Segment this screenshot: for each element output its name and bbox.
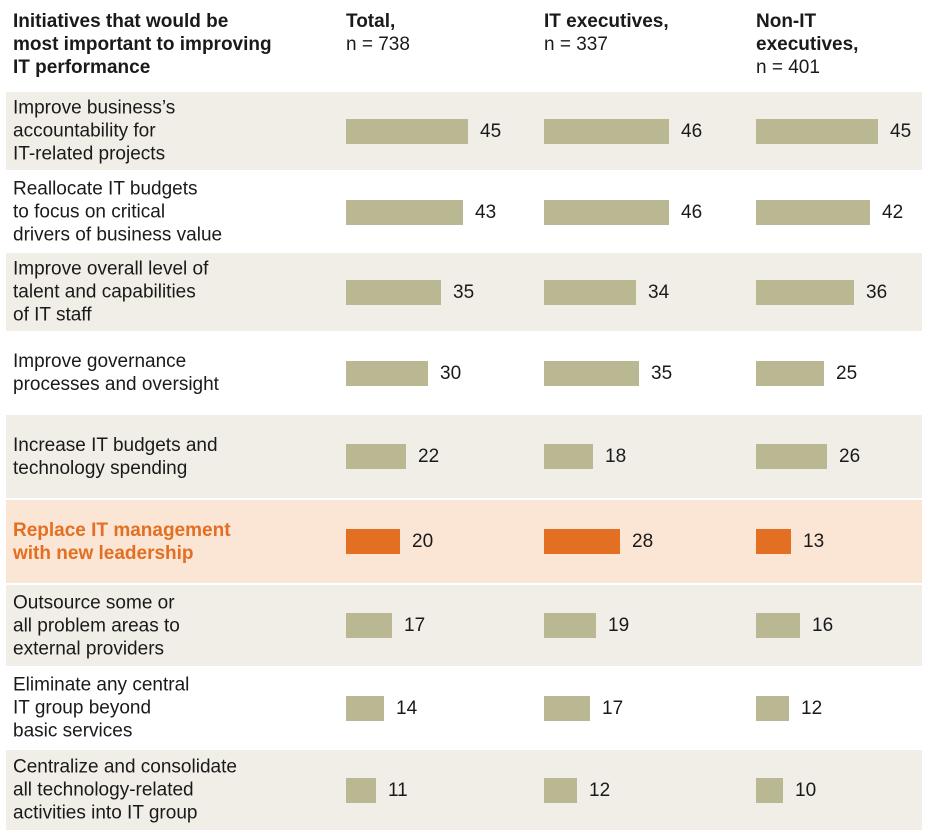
bar-it-executives xyxy=(544,444,593,469)
label-column-header: Initiatives that would be most important… xyxy=(13,11,272,78)
bar-total xyxy=(346,361,428,386)
value-label-non-it-executives: 25 xyxy=(836,363,858,384)
value-label-it-executives: 19 xyxy=(608,615,630,636)
bar-it-executives xyxy=(544,613,596,638)
value-label-it-executives: 17 xyxy=(602,698,624,719)
bar-total xyxy=(346,119,468,144)
column-title: Non-IT executives, xyxy=(756,11,859,55)
value-label-non-it-executives: 16 xyxy=(812,615,834,636)
chart-row: Reallocate IT budgets to focus on critic… xyxy=(6,173,922,251)
category-label: Improve business’s accountability for IT… xyxy=(13,97,176,165)
bar-it-executives xyxy=(544,280,636,305)
value-label-it-executives: 46 xyxy=(681,121,703,142)
value-label-non-it-executives: 10 xyxy=(795,780,817,801)
bar-non-it-executives xyxy=(756,361,824,386)
bar-it-executives xyxy=(544,200,669,225)
value-label-non-it-executives: 42 xyxy=(882,202,904,223)
value-label-total: 20 xyxy=(412,531,434,552)
highlighted-row: Replace IT management with new leadershi… xyxy=(6,500,922,583)
bar-it-executives xyxy=(544,361,639,386)
value-label-total: 43 xyxy=(475,202,497,223)
category-label: Improve overall level of talent and capa… xyxy=(13,258,209,326)
bar-non-it-executives xyxy=(756,529,791,554)
bar-total xyxy=(346,444,406,469)
value-label-it-executives: 12 xyxy=(589,780,611,801)
bar-non-it-executives xyxy=(756,200,870,225)
bar-total xyxy=(346,696,384,721)
value-label-total: 30 xyxy=(440,363,462,384)
column-sample-size: n = 337 xyxy=(544,34,608,55)
value-label-non-it-executives: 36 xyxy=(866,282,888,303)
value-label-it-executives: 35 xyxy=(651,363,673,384)
column-header-it-executives: IT executives, n = 337 xyxy=(544,10,744,56)
value-label-total: 14 xyxy=(396,698,418,719)
bar-non-it-executives xyxy=(756,778,783,803)
column-header-total: Total, n = 738 xyxy=(346,10,526,56)
value-label-it-executives: 18 xyxy=(605,446,627,467)
value-label-non-it-executives: 26 xyxy=(839,446,861,467)
bar-non-it-executives xyxy=(756,444,827,469)
value-label-it-executives: 46 xyxy=(681,202,703,223)
value-label-non-it-executives: 13 xyxy=(803,531,825,552)
bar-non-it-executives xyxy=(756,280,854,305)
category-label: Replace IT management with new leadershi… xyxy=(13,519,231,564)
value-label-total: 17 xyxy=(404,615,426,636)
value-label-non-it-executives: 45 xyxy=(890,121,912,142)
bar-non-it-executives xyxy=(756,613,800,638)
column-title: IT executives, xyxy=(544,11,669,32)
bar-it-executives xyxy=(544,778,577,803)
category-label: Eliminate any central IT group beyond ba… xyxy=(13,674,190,742)
value-label-total: 35 xyxy=(453,282,475,303)
bar-it-executives xyxy=(544,119,669,144)
bar-it-executives xyxy=(544,696,590,721)
category-label: Outsource some or all problem areas to e… xyxy=(13,592,180,659)
category-label: Improve governance processes and oversig… xyxy=(13,351,219,395)
chart-row: Improve overall level of talent and capa… xyxy=(6,253,922,331)
value-label-it-executives: 34 xyxy=(648,282,670,303)
column-sample-size: n = 401 xyxy=(756,57,820,78)
value-label-total: 22 xyxy=(418,446,440,467)
chart-row: Outsource some or all problem areas to e… xyxy=(6,585,922,666)
value-label-non-it-executives: 12 xyxy=(801,698,823,719)
bar-total xyxy=(346,778,376,803)
bar-total xyxy=(346,613,392,638)
category-label: Increase IT budgets and technology spend… xyxy=(13,434,218,479)
bar-total xyxy=(346,280,441,305)
category-label: Centralize and consolidate all technolog… xyxy=(13,756,237,824)
bar-total xyxy=(346,529,400,554)
bar-non-it-executives xyxy=(756,696,789,721)
category-label: Reallocate IT budgets to focus on critic… xyxy=(13,178,223,246)
value-label-it-executives: 28 xyxy=(632,531,654,552)
chart-row: Improve governance processes and oversig… xyxy=(6,333,922,413)
bar-it-executives xyxy=(544,529,620,554)
chart-row: Improve business’s accountability for IT… xyxy=(6,92,922,170)
value-label-total: 11 xyxy=(388,780,408,801)
chart-row: Centralize and consolidate all technolog… xyxy=(6,750,922,830)
column-header-non-it-executives: Non-IT executives, n = 401 xyxy=(756,10,926,79)
chart-row: Eliminate any central IT group beyond ba… xyxy=(6,668,922,748)
bar-non-it-executives xyxy=(756,119,878,144)
chart-row: Increase IT budgets and technology spend… xyxy=(6,415,922,498)
bar-total xyxy=(346,200,463,225)
column-title: Total, xyxy=(346,11,396,32)
value-label-total: 45 xyxy=(480,121,502,142)
column-sample-size: n = 738 xyxy=(346,34,410,55)
